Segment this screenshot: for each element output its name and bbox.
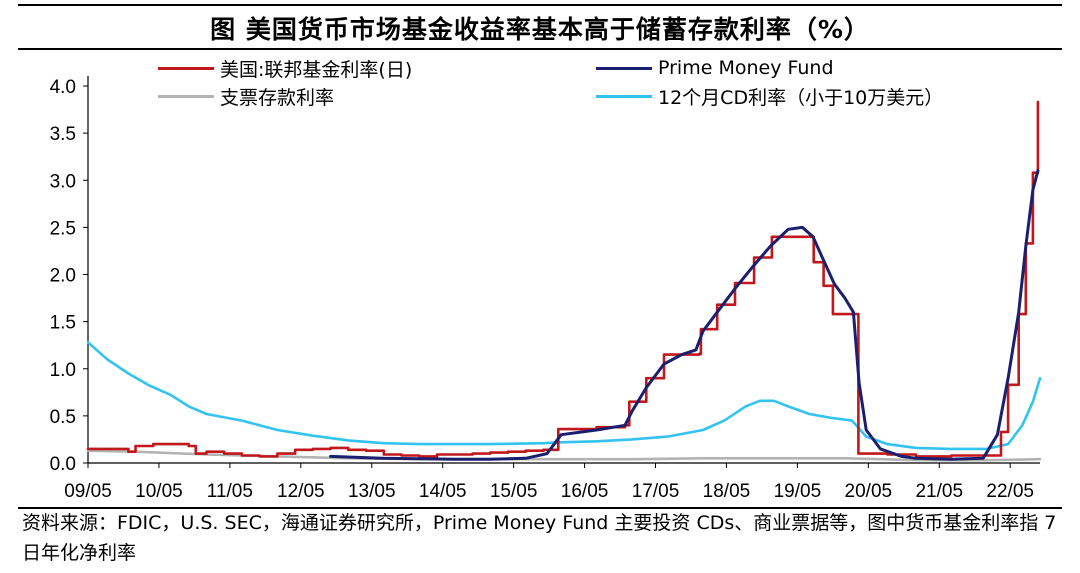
x-tick-label: 12/05	[277, 481, 325, 502]
series-line-cd-12m-rate	[86, 341, 1042, 451]
x-tick-label: 21/05	[915, 481, 963, 502]
y-tick-label: 4.0	[50, 77, 76, 98]
x-tick-label: 14/05	[419, 481, 467, 502]
legend-label-fed-funds-rate: 美国:联邦基金利率(日)	[220, 58, 413, 81]
title-bottom-rule	[18, 48, 1062, 50]
legend-item-checking-deposit-rate: 支票存款利率	[158, 84, 335, 109]
x-tick-label: 16/05	[561, 481, 609, 502]
chart-title: 图 美国货币市场基金收益率基本高于储蓄存款利率（%）	[210, 15, 870, 44]
legend-label-12m-cd-rate: 12个月CD利率（小于10万美元）	[658, 86, 944, 109]
x-tick-label: 10/05	[135, 481, 183, 502]
legend-swatch-checking-deposit-rate	[158, 94, 214, 98]
legend-item-12m-cd-rate: 12个月CD利率（小于10万美元）	[596, 84, 944, 109]
y-tick-label: 0.0	[50, 454, 76, 475]
x-tick-label: 17/05	[632, 481, 680, 502]
title-top-rule	[18, 4, 1062, 6]
chart-series	[86, 100, 1042, 462]
legend-item-fed-funds-rate: 美国:联邦基金利率(日)	[158, 56, 413, 81]
y-tick-label: 2.5	[50, 218, 76, 239]
x-tick-label: 22/05	[986, 481, 1034, 502]
chart-axes: 0.0 0.5 1.0 1.5 2.0 2.5 3.0 3.5 4.0 09/05 10/05 11/…	[50, 76, 1040, 502]
source-top-rule	[18, 507, 1062, 509]
x-tick-label: 19/05	[774, 481, 822, 502]
y-tick-label: 1.5	[50, 313, 76, 334]
source-note: 资料来源：FDIC，U.S. SEC，海通证券研究所，Prime Money F…	[22, 512, 1057, 564]
x-tick-label: 15/05	[490, 481, 538, 502]
x-tick-label: 20/05	[845, 481, 893, 502]
x-tick-label: 13/05	[348, 481, 396, 502]
x-tick-label: 09/05	[64, 481, 112, 502]
y-tick-label: 3.5	[50, 124, 76, 145]
line-chart: 0.0 0.5 1.0 1.5 2.0 2.5 3.0 3.5 4.0 09/05 10/05 11/…	[50, 76, 1042, 502]
x-tick-label: 18/05	[703, 481, 751, 502]
legend-label-checking-deposit-rate: 支票存款利率	[220, 86, 335, 109]
y-tick-label: 2.0	[50, 266, 76, 287]
series-line-fed-funds-rate	[86, 100, 1040, 458]
series-line-prime-money-fund	[329, 169, 1040, 461]
y-tick-label: 3.0	[50, 171, 76, 192]
y-tick-label: 0.5	[50, 407, 76, 428]
x-tick-label: 11/05	[207, 481, 253, 502]
legend-swatch-fed-funds-rate	[158, 66, 214, 70]
legend-swatch-prime-money-fund	[596, 66, 652, 70]
y-tick-label: 1.0	[50, 360, 76, 381]
legend-label-prime-money-fund: Prime Money Fund	[658, 57, 834, 79]
legend-item-prime-money-fund: Prime Money Fund	[596, 56, 834, 80]
legend-swatch-12m-cd-rate	[596, 94, 652, 98]
